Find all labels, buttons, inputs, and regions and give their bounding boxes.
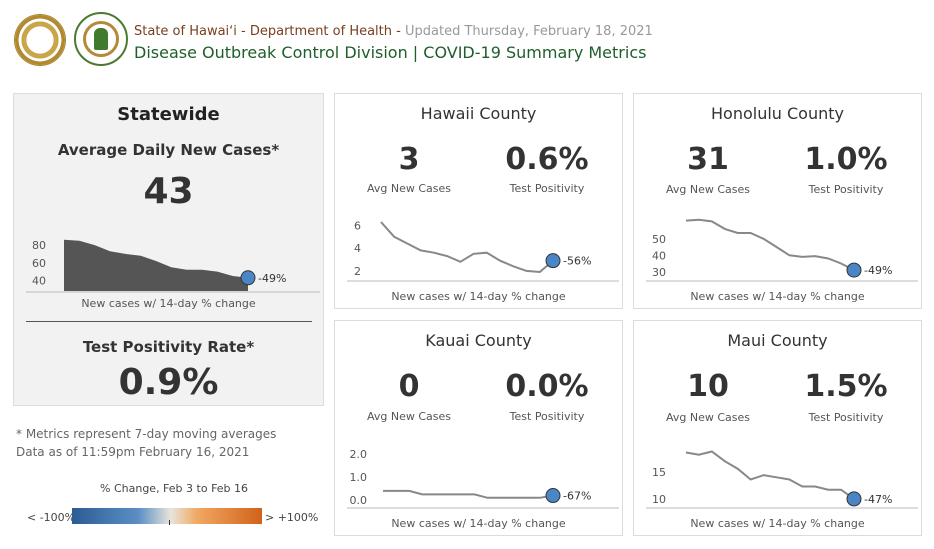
statewide-title: Statewide [117, 104, 220, 125]
y-tick-label: 40 [652, 249, 666, 262]
footnote-moving-average: * Metrics represent 7-day moving average… [16, 427, 277, 441]
legend-center-tick [169, 520, 170, 525]
y-tick-label: 15 [652, 466, 666, 479]
y-tick-label: 50 [652, 233, 666, 246]
cases-line [383, 489, 554, 499]
legend-low-label: < -100% [27, 511, 76, 524]
percent-change-label: -67% [563, 490, 591, 503]
county-name: Honolulu County [711, 104, 844, 123]
y-tick-label: 10 [652, 493, 666, 506]
footnote-data-as-of: Data as of 11:59pm February 16, 2021 [16, 445, 250, 459]
avg-daily-cases-value: 43 [143, 171, 194, 212]
test-positivity-label: Test Positivity Rate* [82, 338, 255, 356]
test-positivity-label: Test Positivity [808, 411, 884, 424]
page-title: Disease Outbreak Control Division | COVI… [134, 43, 647, 62]
cases-area [64, 239, 248, 291]
avg-new-cases-value: 0 [398, 369, 420, 404]
chart-caption: New cases w/ 14-day % change [391, 290, 566, 303]
y-tick-label: 2.0 [350, 448, 368, 461]
legend-color-scale [72, 508, 262, 524]
avg-new-cases-label: Avg New Cases [665, 183, 750, 196]
county-panel-honolulu: Honolulu County 31 1.0% Avg New Cases Te… [633, 93, 922, 309]
legend-high-label: > +100% [265, 511, 319, 524]
maui-cases-chart[interactable]: 10 15 -47% [634, 441, 923, 513]
test-positivity-label: Test Positivity [509, 410, 585, 423]
avg-new-cases-label: Avg New Cases [366, 182, 451, 195]
avg-new-cases-label: Avg New Cases [366, 410, 451, 423]
y-tick-label: 1.0 [350, 471, 368, 484]
statewide-chart-caption: New cases w/ 14-day % change [81, 297, 256, 310]
avg-new-cases-value: 31 [687, 142, 729, 177]
test-positivity-value: 0.6% [505, 142, 589, 177]
kauai-cases-chart[interactable]: 0.0 1.0 2.0 -67% [335, 441, 624, 513]
percent-change-label: -49% [258, 272, 286, 285]
percent-change-label: -47% [864, 493, 892, 506]
percent-change-label: -49% [864, 264, 892, 277]
test-positivity-label: Test Positivity [808, 183, 884, 196]
latest-value-marker [545, 488, 561, 504]
department-of-health-logo-icon [74, 12, 128, 66]
county-name: Kauai County [425, 331, 532, 350]
org-name: State of Hawaiʻi - Department of Health … [134, 24, 401, 39]
county-panel-kauai: Kauai County 0 0.0% Avg New Cases Test P… [334, 320, 623, 536]
chart-caption: New cases w/ 14-day % change [690, 517, 865, 530]
statewide-panel: Statewide Average Daily New Cases* 43 40… [13, 93, 324, 406]
cases-line [685, 450, 855, 500]
y-tick-label: 80 [32, 239, 46, 252]
test-positivity-value: 0.0% [505, 369, 589, 404]
statewide-cases-chart[interactable]: 40 60 80 -49% [14, 227, 325, 299]
avg-daily-cases-label: Average Daily New Cases* [57, 141, 280, 159]
test-positivity-label: Test Positivity [509, 182, 585, 195]
y-tick-label: 30 [652, 266, 666, 279]
chart-caption: New cases w/ 14-day % change [690, 290, 865, 303]
avg-new-cases-value: 3 [398, 142, 420, 177]
test-positivity-value: 0.9% [118, 362, 219, 403]
county-panel-hawaii: Hawaii County 3 0.6% Avg New Cases Test … [334, 93, 623, 309]
cases-line [685, 218, 855, 271]
test-positivity-value: 1.0% [804, 142, 888, 177]
latest-value-marker [846, 262, 862, 278]
avg-new-cases-value: 10 [687, 369, 729, 404]
county-panel-maui: Maui County 10 1.5% Avg New Cases Test P… [633, 320, 922, 536]
avg-new-cases-label: Avg New Cases [665, 411, 750, 424]
divider [26, 321, 312, 322]
chart-caption: New cases w/ 14-day % change [391, 517, 566, 530]
y-tick-label: 60 [32, 257, 46, 270]
percent-change-label: -56% [563, 255, 591, 268]
y-tick-label: 6 [354, 219, 361, 232]
latest-value-marker [240, 270, 256, 286]
y-tick-label: 40 [32, 274, 46, 287]
cases-line [380, 221, 554, 274]
county-name: Maui County [727, 331, 828, 350]
y-tick-label: 0.0 [350, 494, 368, 507]
header: State of Hawaiʻi - Department of Health … [0, 0, 934, 82]
hawaii-cases-chart[interactable]: 2 4 6 -56% [335, 210, 624, 286]
updated-timestamp: Updated Thursday, February 18, 2021 [404, 24, 653, 39]
honolulu-cases-chart[interactable]: 30 40 50 -49% [634, 210, 923, 286]
latest-value-marker [545, 253, 561, 269]
legend-title: % Change, Feb 3 to Feb 16 [100, 482, 249, 495]
y-tick-label: 2 [354, 265, 361, 278]
header-org-line: State of Hawaiʻi - Department of Health … [134, 24, 653, 39]
county-name: Hawaii County [420, 104, 537, 123]
test-positivity-value: 1.5% [804, 369, 888, 404]
hawaii-state-seal-icon [14, 14, 66, 66]
latest-value-marker [846, 491, 862, 507]
y-tick-label: 4 [354, 242, 361, 255]
